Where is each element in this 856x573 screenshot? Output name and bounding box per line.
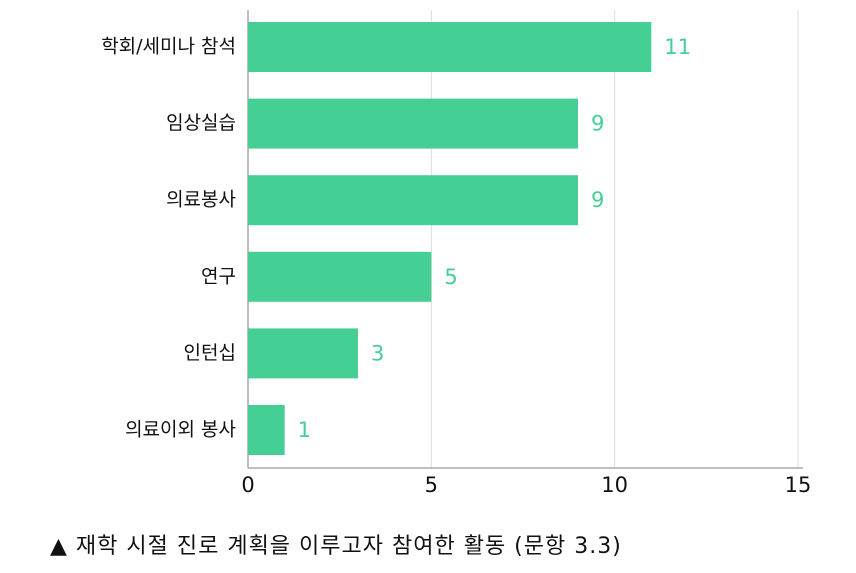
data-label: 9 xyxy=(591,188,604,212)
x-tick-label: 15 xyxy=(785,473,812,497)
bar-chart: 0 5 10 15 학회/세미나 참석 11 임상실습 9 의료봉사 9 연구 5 인턴십 3 의료이외 봉… xyxy=(101,10,812,497)
bar xyxy=(248,251,432,302)
x-tick-label: 0 xyxy=(241,473,254,497)
data-label: 9 xyxy=(591,112,604,136)
data-label: 1 xyxy=(298,418,311,442)
data-label: 11 xyxy=(664,35,691,59)
bar xyxy=(248,98,578,149)
category-label: 인턴십 xyxy=(184,342,236,364)
data-label: 5 xyxy=(444,265,457,289)
bar xyxy=(248,175,578,226)
category-label: 학회/세미나 참석 xyxy=(101,36,236,58)
category-label: 임상실습 xyxy=(166,112,236,134)
chart-caption: ▲ 재학 시절 진로 계획을 이루고자 참여한 활동 (문항 3.3) xyxy=(50,534,622,559)
bar xyxy=(248,405,285,455)
category-label: 의료봉사 xyxy=(166,189,236,211)
x-tick-label: 10 xyxy=(601,473,628,497)
bar xyxy=(248,22,652,72)
bar xyxy=(248,328,358,379)
category-label: 연구 xyxy=(201,265,236,287)
category-label: 의료이외 봉사 xyxy=(125,419,236,441)
data-label: 3 xyxy=(371,341,384,365)
x-tick-label: 5 xyxy=(425,473,438,497)
